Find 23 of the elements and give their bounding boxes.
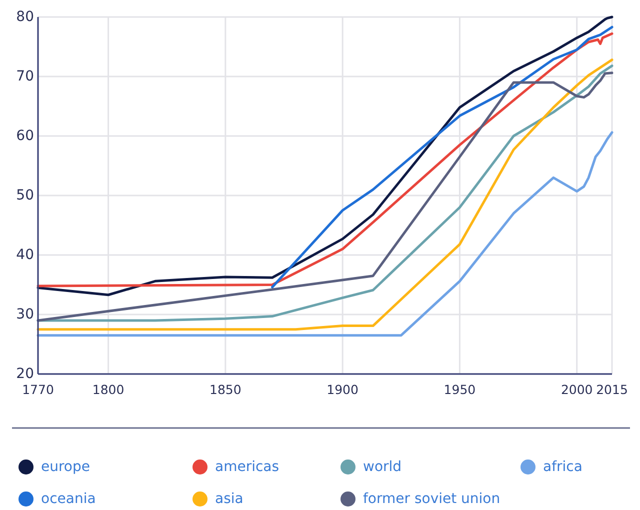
legend-label: europe xyxy=(41,458,90,475)
legend-label: africa xyxy=(543,458,582,475)
legend-label: world xyxy=(363,458,402,475)
x-tick-label: 2015 xyxy=(596,382,628,397)
y-tick-label: 70 xyxy=(16,68,34,84)
legend-label: americas xyxy=(215,458,280,475)
x-tick-label: 2000 xyxy=(560,382,593,397)
legend-label: asia xyxy=(215,490,244,507)
legend-label: former soviet union xyxy=(363,490,500,507)
x-tick-label: 1950 xyxy=(444,382,476,397)
legend-label: oceania xyxy=(41,490,96,507)
y-tick-label: 50 xyxy=(16,187,34,204)
x-tick-label: 1800 xyxy=(92,382,124,397)
x-tick-label: 1900 xyxy=(326,382,359,397)
y-tick-label: 60 xyxy=(16,128,34,144)
x-tick-label: 1770 xyxy=(22,382,54,397)
line-series xyxy=(36,131,614,337)
y-tick-label: 80 xyxy=(16,8,34,25)
y-tick-label: 40 xyxy=(16,246,34,263)
y-tick-label: 20 xyxy=(16,366,34,382)
line-series xyxy=(271,26,614,288)
y-tick-label: 30 xyxy=(16,306,34,322)
x-tick-label: 1850 xyxy=(210,382,242,397)
